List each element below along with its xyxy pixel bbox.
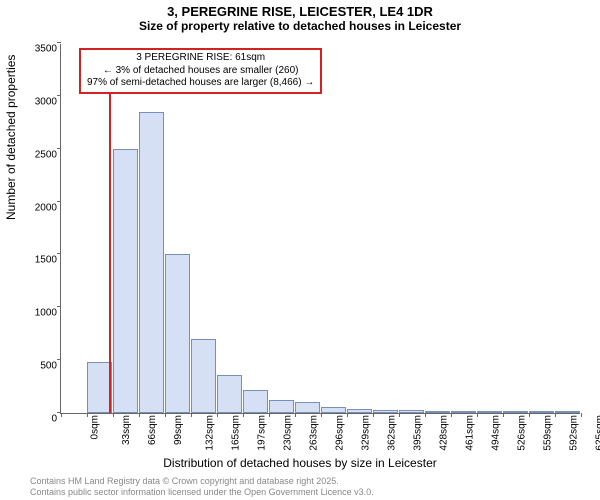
histogram-bar: [243, 390, 268, 413]
x-tick-mark: [529, 413, 530, 417]
y-tick-label: 0: [51, 414, 57, 425]
x-tick-label: 33sqm: [121, 415, 132, 445]
x-tick-mark: [217, 413, 218, 417]
footer-line-2: Contains public sector information licen…: [30, 487, 374, 498]
histogram-bar: [269, 400, 294, 413]
x-tick-mark: [321, 413, 322, 417]
histogram-bar: [451, 411, 476, 413]
x-tick-label: 0sqm: [89, 415, 100, 439]
y-tick-mark: [57, 253, 61, 254]
x-tick-mark: [399, 413, 400, 417]
y-tick-label: 500: [40, 361, 57, 372]
y-tick-mark: [57, 201, 61, 202]
y-axis-label: Number of detached properties: [4, 55, 18, 220]
title-line-2: Size of property relative to detached ho…: [0, 19, 600, 33]
x-tick-label: 592sqm: [569, 415, 580, 451]
x-tick-mark: [87, 413, 88, 417]
histogram-bar: [373, 410, 398, 413]
histogram-bar: [217, 375, 242, 413]
footer-line-1: Contains HM Land Registry data © Crown c…: [30, 476, 374, 487]
x-tick-label: 99sqm: [173, 415, 184, 445]
y-tick-label: 1000: [35, 308, 57, 319]
x-tick-label: 329sqm: [361, 415, 372, 451]
x-tick-mark: [243, 413, 244, 417]
x-tick-mark: [373, 413, 374, 417]
reference-line: [109, 94, 111, 413]
chart-plot-area: 05001000150020002500300035000sqm33sqm66s…: [60, 44, 580, 414]
histogram-bar: [347, 409, 372, 413]
x-axis-label: Distribution of detached houses by size …: [0, 456, 600, 470]
x-tick-mark: [113, 413, 114, 417]
histogram-bar: [555, 411, 580, 413]
histogram-bar: [399, 410, 424, 413]
histogram-bar: [425, 411, 450, 413]
title-line-1: 3, PEREGRINE RISE, LEICESTER, LE4 1DR: [0, 4, 600, 19]
x-tick-label: 132sqm: [205, 415, 216, 451]
x-tick-label: 559sqm: [543, 415, 554, 451]
x-tick-mark: [503, 413, 504, 417]
y-tick-label: 2500: [35, 149, 57, 160]
x-tick-label: 263sqm: [309, 415, 320, 451]
y-tick-mark: [57, 359, 61, 360]
x-tick-mark: [61, 413, 62, 417]
x-tick-mark: [295, 413, 296, 417]
histogram-bar: [477, 411, 502, 413]
histogram-bar: [295, 402, 320, 413]
x-tick-mark: [477, 413, 478, 417]
annotation-line: 3 PEREGRINE RISE: 61sqm: [87, 52, 314, 65]
x-tick-mark: [269, 413, 270, 417]
histogram-bar: [191, 339, 216, 413]
x-tick-mark: [425, 413, 426, 417]
x-tick-mark: [555, 413, 556, 417]
x-tick-label: 526sqm: [517, 415, 528, 451]
y-tick-mark: [57, 148, 61, 149]
y-tick-mark: [57, 306, 61, 307]
x-tick-label: 197sqm: [257, 415, 268, 451]
x-tick-mark: [347, 413, 348, 417]
x-tick-label: 362sqm: [387, 415, 398, 451]
annotation-line: 97% of semi-detached houses are larger (…: [87, 77, 314, 90]
histogram-bar: [529, 411, 554, 413]
annotation-box: 3 PEREGRINE RISE: 61sqm← 3% of detached …: [79, 48, 322, 94]
x-tick-label: 230sqm: [283, 415, 294, 451]
y-tick-label: 2000: [35, 202, 57, 213]
x-tick-label: 428sqm: [439, 415, 450, 451]
y-tick-label: 1500: [35, 255, 57, 266]
x-tick-label: 395sqm: [413, 415, 424, 451]
x-tick-mark: [581, 413, 582, 417]
y-tick-mark: [57, 95, 61, 96]
y-tick-label: 3500: [35, 44, 57, 55]
x-tick-mark: [139, 413, 140, 417]
histogram-bar: [165, 254, 190, 413]
x-tick-label: 461sqm: [465, 415, 476, 451]
x-tick-mark: [451, 413, 452, 417]
x-tick-mark: [165, 413, 166, 417]
x-tick-label: 66sqm: [147, 415, 158, 445]
x-tick-label: 625sqm: [595, 415, 600, 451]
y-tick-mark: [57, 42, 61, 43]
chart-title-block: 3, PEREGRINE RISE, LEICESTER, LE4 1DR Si…: [0, 0, 600, 33]
x-tick-label: 165sqm: [231, 415, 242, 451]
x-tick-label: 296sqm: [335, 415, 346, 451]
footer-attribution: Contains HM Land Registry data © Crown c…: [30, 476, 374, 498]
histogram-bar: [321, 407, 346, 413]
y-tick-label: 3000: [35, 96, 57, 107]
annotation-line: ← 3% of detached houses are smaller (260…: [87, 65, 314, 78]
histogram-bar: [113, 149, 138, 413]
histogram-bar: [139, 112, 164, 413]
histogram-bar: [503, 411, 528, 413]
x-tick-mark: [191, 413, 192, 417]
x-tick-label: 494sqm: [491, 415, 502, 451]
